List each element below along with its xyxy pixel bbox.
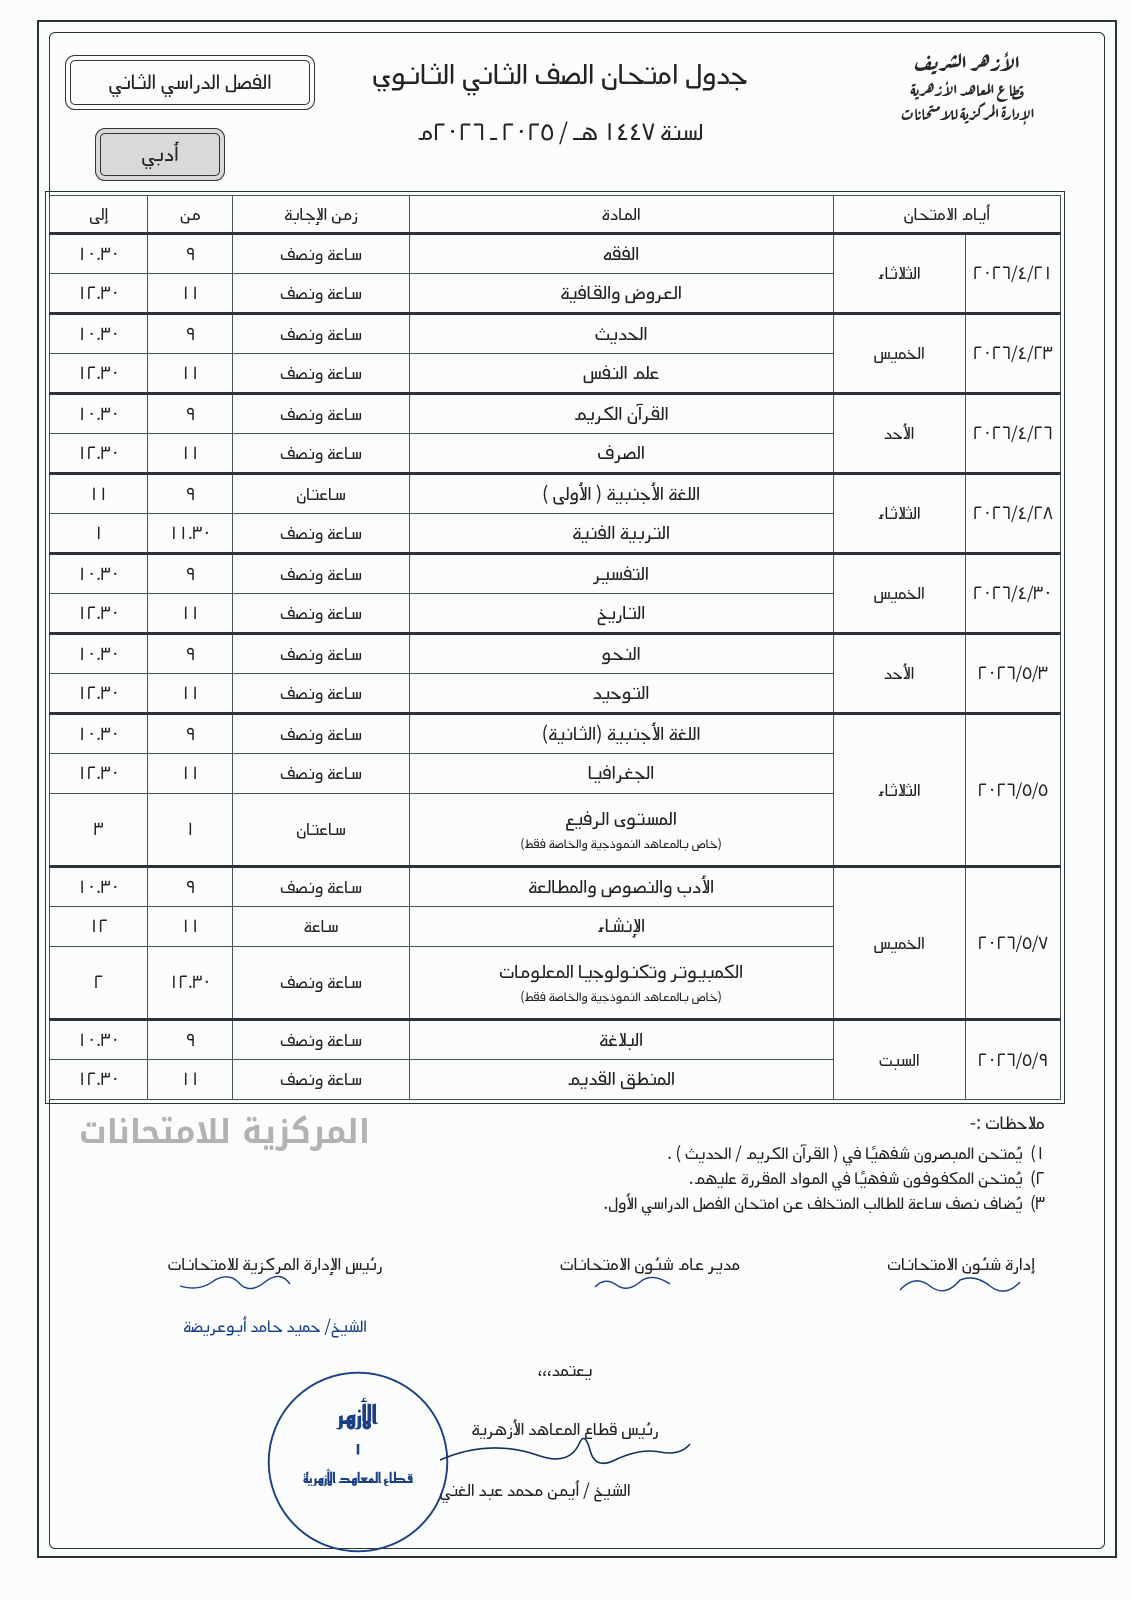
svg-text:الأزهر: الأزهر <box>335 1397 379 1435</box>
svg-text:قطاع معاهد الشرقية الأزهرية لل: قطاع معاهد الشرقية الأزهرية للامتحانات <box>263 1367 270 1372</box>
svg-text:١: ١ <box>353 1438 362 1460</box>
